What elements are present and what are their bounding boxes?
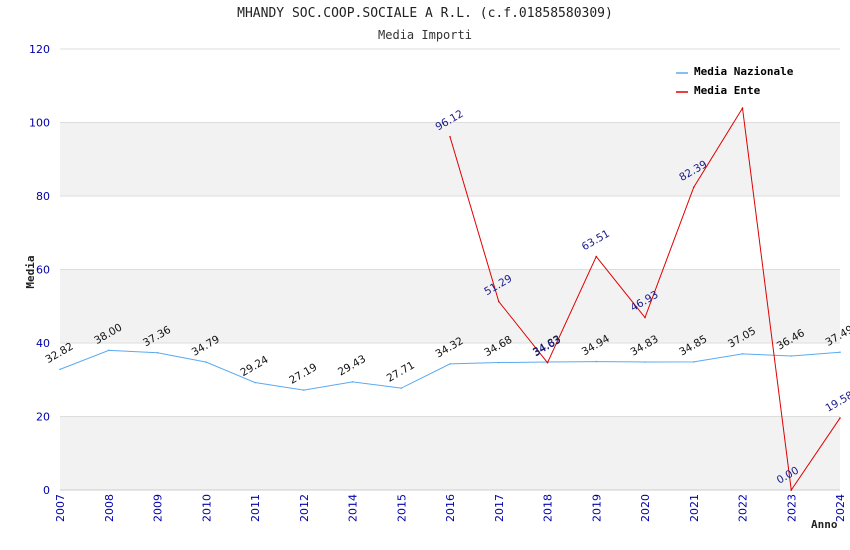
x-tick-label: 2014 [347, 494, 360, 522]
data-point [692, 361, 695, 363]
data-point [449, 363, 451, 365]
x-tick-label: 2016 [444, 494, 457, 522]
x-tick-label: 2007 [54, 494, 67, 522]
data-point [400, 387, 403, 389]
legend-label-ente: Media Ente [694, 84, 761, 97]
background-band [60, 122, 840, 196]
x-tick-label: 2019 [590, 494, 603, 522]
x-tick-label: 2017 [493, 494, 506, 522]
legend: Media Nazionale Media Ente [670, 59, 810, 101]
data-point [741, 353, 744, 355]
data-point [497, 300, 500, 303]
x-tick-label: 2023 [785, 494, 798, 522]
data-point [497, 361, 500, 364]
x-tick-label: 2022 [737, 494, 750, 522]
data-point [839, 351, 841, 354]
data-point [790, 355, 793, 357]
y-tick-label: 120 [29, 43, 50, 56]
x-tick-label: 2008 [103, 494, 116, 522]
data-point [59, 368, 61, 371]
data-point [302, 389, 305, 391]
y-tick-label: 100 [29, 117, 50, 130]
data-label: 27.71 [385, 359, 417, 384]
x-axis-title: Anno [811, 518, 838, 531]
gridlines [60, 48, 840, 491]
x-tick-label: 2024 [834, 494, 847, 522]
x-tick-label: 2012 [298, 494, 311, 522]
data-label: 27.19 [287, 361, 319, 386]
data-point [156, 351, 159, 354]
background-bands [60, 122, 840, 490]
y-axis-ticks: 0 20 40 60 80 100 120 [29, 43, 50, 497]
data-label: 63.51 [580, 228, 612, 253]
data-label: 29.24 [239, 354, 271, 380]
x-tick-label: 2020 [639, 494, 652, 522]
data-point [741, 107, 744, 109]
chart-title: MHANDY SOC.COOP.SOCIALE A R.L. (c.f.0185… [237, 6, 613, 21]
legend-box [670, 59, 810, 101]
y-axis-title: Media [24, 255, 37, 288]
x-tick-label: 2015 [395, 494, 408, 522]
data-point [205, 361, 208, 363]
series-lines [59, 106, 841, 492]
y-tick-label: 80 [36, 190, 50, 203]
y-tick-label: 40 [36, 337, 50, 350]
x-tick-label: 2010 [200, 494, 213, 522]
x-tick-label: 2011 [249, 494, 262, 522]
background-band [60, 416, 840, 490]
data-point [107, 349, 110, 352]
data-point [595, 255, 598, 258]
data-point [644, 361, 646, 363]
x-tick-label: 2009 [152, 494, 165, 522]
data-point [546, 361, 549, 364]
data-point [839, 417, 841, 419]
data-point [351, 381, 354, 383]
data-label: 19.58 [824, 389, 850, 414]
background-band [60, 269, 840, 343]
chart-subtitle: Media Importi [378, 28, 472, 42]
data-point [254, 381, 256, 384]
data-point [692, 186, 695, 189]
data-point [790, 489, 793, 491]
y-tick-label: 60 [36, 264, 50, 277]
legend-label-nazionale: Media Nazionale [694, 65, 794, 78]
x-tick-label: 2021 [688, 494, 701, 522]
series-line-nazionale [59, 349, 841, 391]
x-tick-label: 2018 [542, 494, 555, 522]
x-axis-ticks: 2007 2008 2009 2010 2011 2012 2014 2015 2016 2017… [54, 494, 847, 522]
data-point [449, 135, 451, 138]
y-tick-label: 0 [43, 484, 50, 497]
data-point [644, 316, 646, 319]
y-tick-label: 20 [36, 411, 50, 424]
data-label: 29.43 [336, 353, 368, 378]
data-point [595, 360, 598, 363]
